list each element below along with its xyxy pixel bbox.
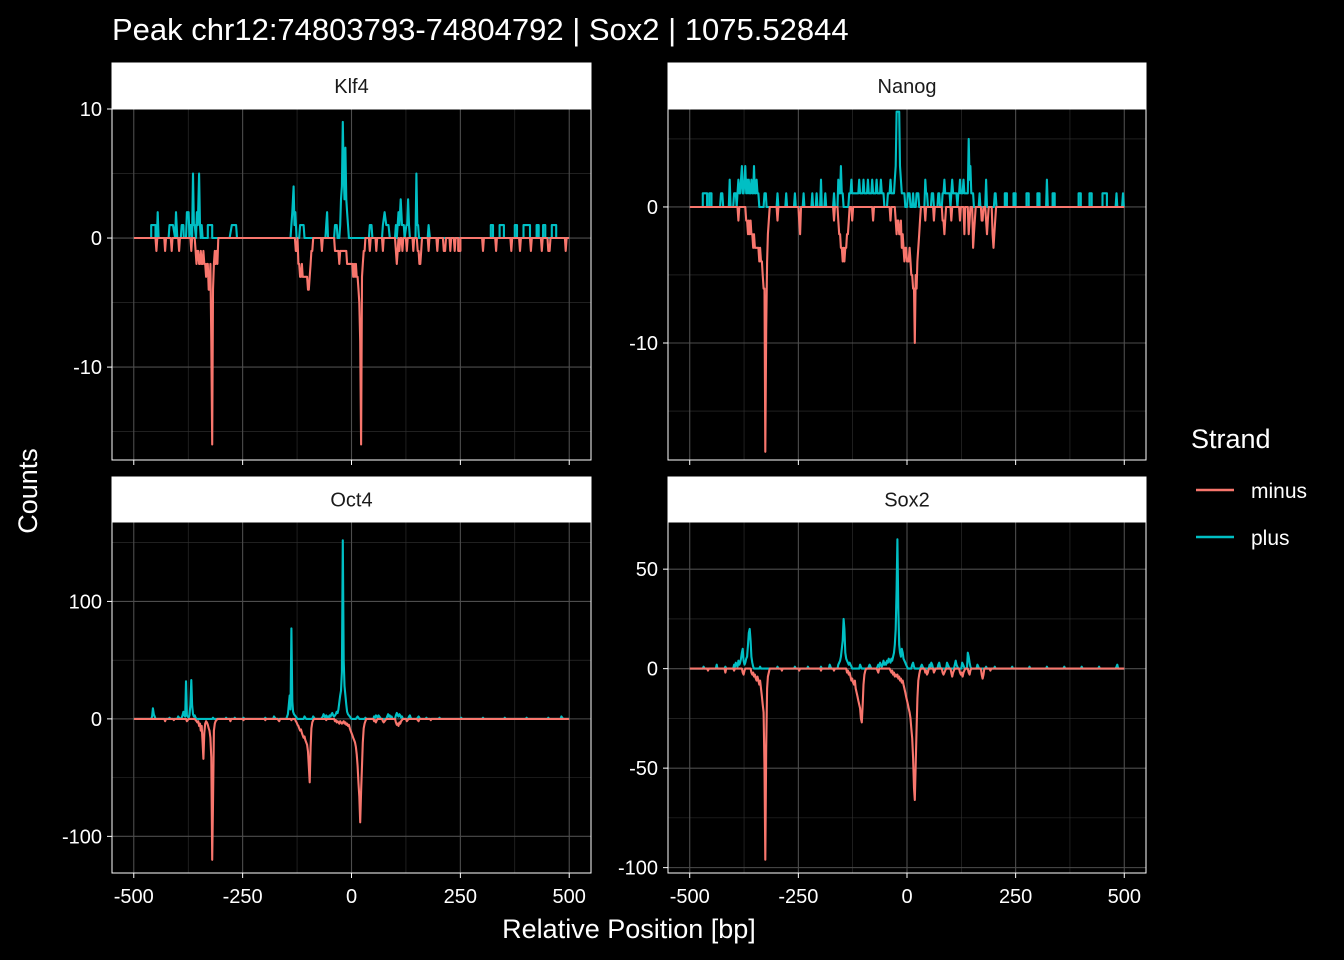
y-tick-label: -10 [73, 357, 102, 379]
series-plus-klf4 [133, 120, 570, 240]
x-axis-title: Relative Position [bp] [502, 914, 756, 944]
legend-minus-label: minus [1251, 480, 1307, 503]
series-group-klf4 [133, 120, 570, 446]
panel-oct4: Oct4 100 0 -100 -500 -250 0 250 500 [62, 476, 592, 908]
y-tick-label: 100 [69, 591, 102, 613]
y-tick-label: 50 [636, 559, 658, 581]
y-tick-label: -100 [618, 858, 658, 880]
gridlines-oct4 [112, 522, 591, 873]
series-minus-sox2 [689, 667, 1125, 861]
strip-label-klf4: Klf4 [334, 76, 368, 98]
series-minus-nanog [689, 205, 1125, 453]
x-tick-label: 500 [1108, 886, 1141, 908]
strip-label-oct4: Oct4 [330, 490, 372, 512]
strip-label-nanog: Nanog [878, 76, 937, 98]
y-tick-label: 0 [647, 197, 658, 219]
x-tick-label: -500 [670, 886, 710, 908]
strip-label-sox2: Sox2 [884, 490, 930, 512]
series-minus-klf4 [133, 236, 570, 446]
y-tick-label: -100 [62, 826, 102, 848]
legend-plus-label: plus [1251, 527, 1290, 550]
series-minus-oct4 [133, 717, 570, 861]
x-tick-label: -250 [778, 886, 818, 908]
y-tick-label: 0 [91, 228, 102, 250]
strip-sox2 [667, 476, 1147, 523]
x-tick-label: 250 [999, 886, 1032, 908]
panel-nanog: Nanog 0 -10 [629, 62, 1147, 465]
series-plus-nanog [689, 110, 1125, 209]
series-group-oct4 [133, 539, 570, 861]
x-tick-label: 0 [346, 886, 357, 908]
y-tick-label: 10 [80, 99, 102, 121]
panel-klf4: Klf4 10 0 -10 [73, 62, 592, 465]
y-tick-label: 0 [91, 709, 102, 731]
x-tick-label: 0 [901, 886, 912, 908]
y-axis-title: Counts [13, 448, 43, 534]
series-group-nanog [689, 110, 1125, 453]
x-tick-label: 500 [553, 886, 586, 908]
y-tick-label: 0 [647, 659, 658, 681]
chart-title: Peak chr12:74803793-74804792 | Sox2 | 10… [112, 12, 849, 47]
y-tick-label: -10 [629, 333, 658, 355]
series-group-sox2 [689, 538, 1125, 861]
gridlines-nanog [668, 109, 1146, 460]
strip-oct4 [111, 476, 592, 523]
y-tick-label: -50 [629, 758, 658, 780]
legend: Strand minus plus [1191, 424, 1307, 550]
strip-klf4 [111, 62, 592, 110]
legend-title: Strand [1191, 424, 1271, 454]
x-tick-label: -250 [223, 886, 263, 908]
x-tick-label: 250 [444, 886, 477, 908]
x-tick-label: -500 [114, 886, 154, 908]
strip-nanog [667, 62, 1147, 110]
